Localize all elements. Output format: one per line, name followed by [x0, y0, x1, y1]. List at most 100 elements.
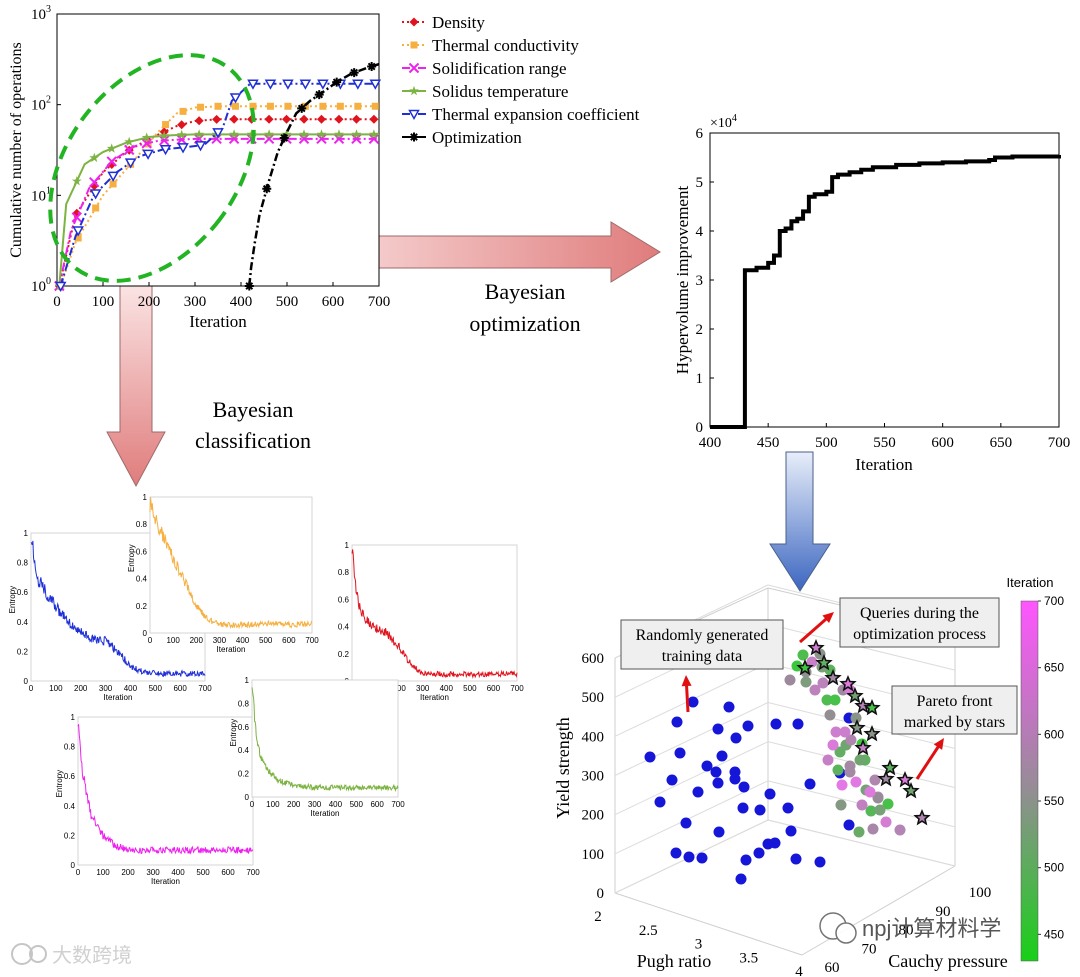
training-point — [804, 778, 816, 790]
ops-marker-thermal-conductivity — [354, 102, 362, 110]
training-point — [713, 826, 725, 838]
query-point — [874, 804, 886, 816]
training-point — [696, 852, 708, 864]
entropy-green-trace — [251, 687, 399, 793]
colorbar-title: Iteration — [1007, 575, 1054, 590]
colorbar-tick-label: 600 — [1044, 727, 1064, 741]
entropy-blue-x-tick-label: 700 — [198, 684, 212, 693]
query-point — [827, 739, 839, 751]
ops-marker-density — [264, 114, 274, 124]
entropy-blue-x-tick-label: 200 — [74, 684, 88, 693]
yield-tick-label: 200 — [582, 808, 605, 824]
query-point — [850, 712, 862, 724]
query-point — [791, 660, 803, 672]
ops-marker-density — [194, 116, 204, 126]
entropy-green-frame — [251, 679, 399, 798]
entropy-blue-y-tick-label: 1 — [24, 529, 29, 538]
entropy-magenta-x-tick-label: 600 — [221, 868, 235, 877]
ops-x-tick-label: 200 — [138, 294, 161, 310]
bayes-opt-label-1: Bayesian — [485, 279, 566, 304]
training-point — [814, 856, 826, 868]
ops-marker-solidus-temperature — [351, 129, 362, 139]
annotation-box — [891, 685, 1018, 735]
training-point — [843, 819, 855, 831]
ops-line-optimization — [248, 62, 380, 287]
ops-marker-thermal-expansion-coefficient — [177, 143, 189, 154]
ops-marker-optimization — [332, 77, 342, 87]
entropy-magenta-y-tick-label: 1 — [71, 713, 76, 722]
pareto-star — [854, 738, 872, 756]
annotation-arrow — [799, 614, 831, 644]
annotation-text: marked by stars — [904, 714, 1005, 731]
ops-marker-thermal-expansion-coefficient — [194, 141, 207, 152]
ops-y-tick-label: 100 — [31, 276, 51, 295]
hv-x-tick-label: 500 — [815, 435, 838, 451]
colorbar-tick-label: 550 — [1044, 794, 1064, 808]
entropy-red-x-tick-label: 200 — [392, 684, 406, 693]
entropy-magenta-y-tick-label: 0.8 — [64, 743, 76, 752]
ops-marker-solidus-temperature — [369, 129, 379, 139]
legend-marker — [410, 41, 418, 49]
yield-tick-label: 0 — [597, 886, 605, 902]
entropy-green-y-tick-label: 0.4 — [238, 746, 250, 755]
ops-marker-solidification-range — [71, 212, 82, 223]
entropy-magenta-y-tick-label: 0.2 — [64, 831, 76, 840]
ops-marker-thermal-conductivity — [284, 102, 292, 110]
hv-y-tick-label: 3 — [696, 273, 704, 289]
ops-x-tick-label: 100 — [92, 294, 115, 310]
ops-marker-solidification-range — [176, 134, 187, 145]
ops-marker-solidus-temperature — [71, 176, 82, 186]
pareto-star — [854, 696, 872, 714]
ops-marker-density — [282, 114, 292, 124]
query-point — [822, 754, 834, 766]
ops-marker-solidus-temperature — [334, 129, 344, 139]
watermark-left: 大数跨境 — [11, 943, 132, 967]
pareto-star — [815, 653, 833, 671]
entropy-red-x-tick-label: 500 — [463, 684, 477, 693]
entropy-yellow-y-tick-label: 0 — [143, 629, 148, 638]
ops-marker-solidus-temperature — [141, 132, 152, 142]
training-point — [701, 760, 713, 772]
entropy-green-x-tick-label: 100 — [266, 800, 280, 809]
query-point — [821, 694, 833, 706]
entropy-red-frame — [351, 544, 518, 682]
colorbar-tick-label: 700 — [1044, 594, 1064, 608]
ops-marker-thermal-conductivity — [249, 102, 257, 110]
ops-x-tick-label: 600 — [322, 294, 345, 310]
ops-marker-thermal-conductivity — [197, 103, 205, 111]
watermark-right: npj计算材料学 — [819, 912, 1001, 944]
hv-x-tick-label: 550 — [873, 435, 896, 451]
entropy-yellow-y-tick-label: 0.8 — [136, 520, 148, 529]
ops-y-tick-label: 103 — [31, 4, 51, 23]
ops-marker-optimization — [314, 90, 324, 100]
legend-label: Solidus temperature — [432, 82, 568, 101]
ops-marker-thermal-conductivity — [109, 180, 117, 188]
entropy-magenta-y-tick-label: 0.6 — [64, 772, 76, 781]
entropy-magenta-x-tick-label: 200 — [121, 868, 135, 877]
ops-marker-thermal-expansion-coefficient — [159, 144, 172, 156]
ops-marker-thermal-conductivity — [179, 107, 187, 115]
query-point — [829, 694, 841, 706]
entropy-green-x-tick-label: 300 — [308, 800, 322, 809]
ops-marker-solidus-temperature — [176, 129, 187, 140]
ops-x-tick-label: 0 — [53, 294, 61, 310]
entropy-green-x-tick-label: 500 — [350, 800, 364, 809]
entropy-yellow-x-tick-label: 500 — [259, 636, 273, 645]
query-point — [836, 779, 848, 791]
cauchy-tick-label: 60 — [825, 960, 840, 976]
arrow-to-pareto — [769, 451, 831, 592]
ops-marker-optimization — [244, 281, 254, 291]
colorbar-tick-label: 650 — [1044, 661, 1064, 675]
ops-marker-thermal-expansion-coefficient — [282, 79, 294, 90]
training-point — [674, 747, 686, 759]
pugh-tick-label: 2 — [594, 909, 602, 925]
hv-y-tick-label: 5 — [696, 175, 704, 191]
training-point — [716, 750, 728, 762]
entropy-magenta-x-tick-label: 500 — [196, 868, 210, 877]
training-point — [654, 796, 666, 808]
entropy-yellow-y-tick-label: 0.6 — [136, 547, 148, 556]
entropy-green-y-label: Entropy — [229, 719, 238, 747]
entropy-red-y-tick-label: 0.6 — [338, 595, 350, 604]
annotation-arrow — [684, 680, 690, 713]
ops-marker-density — [212, 114, 222, 124]
